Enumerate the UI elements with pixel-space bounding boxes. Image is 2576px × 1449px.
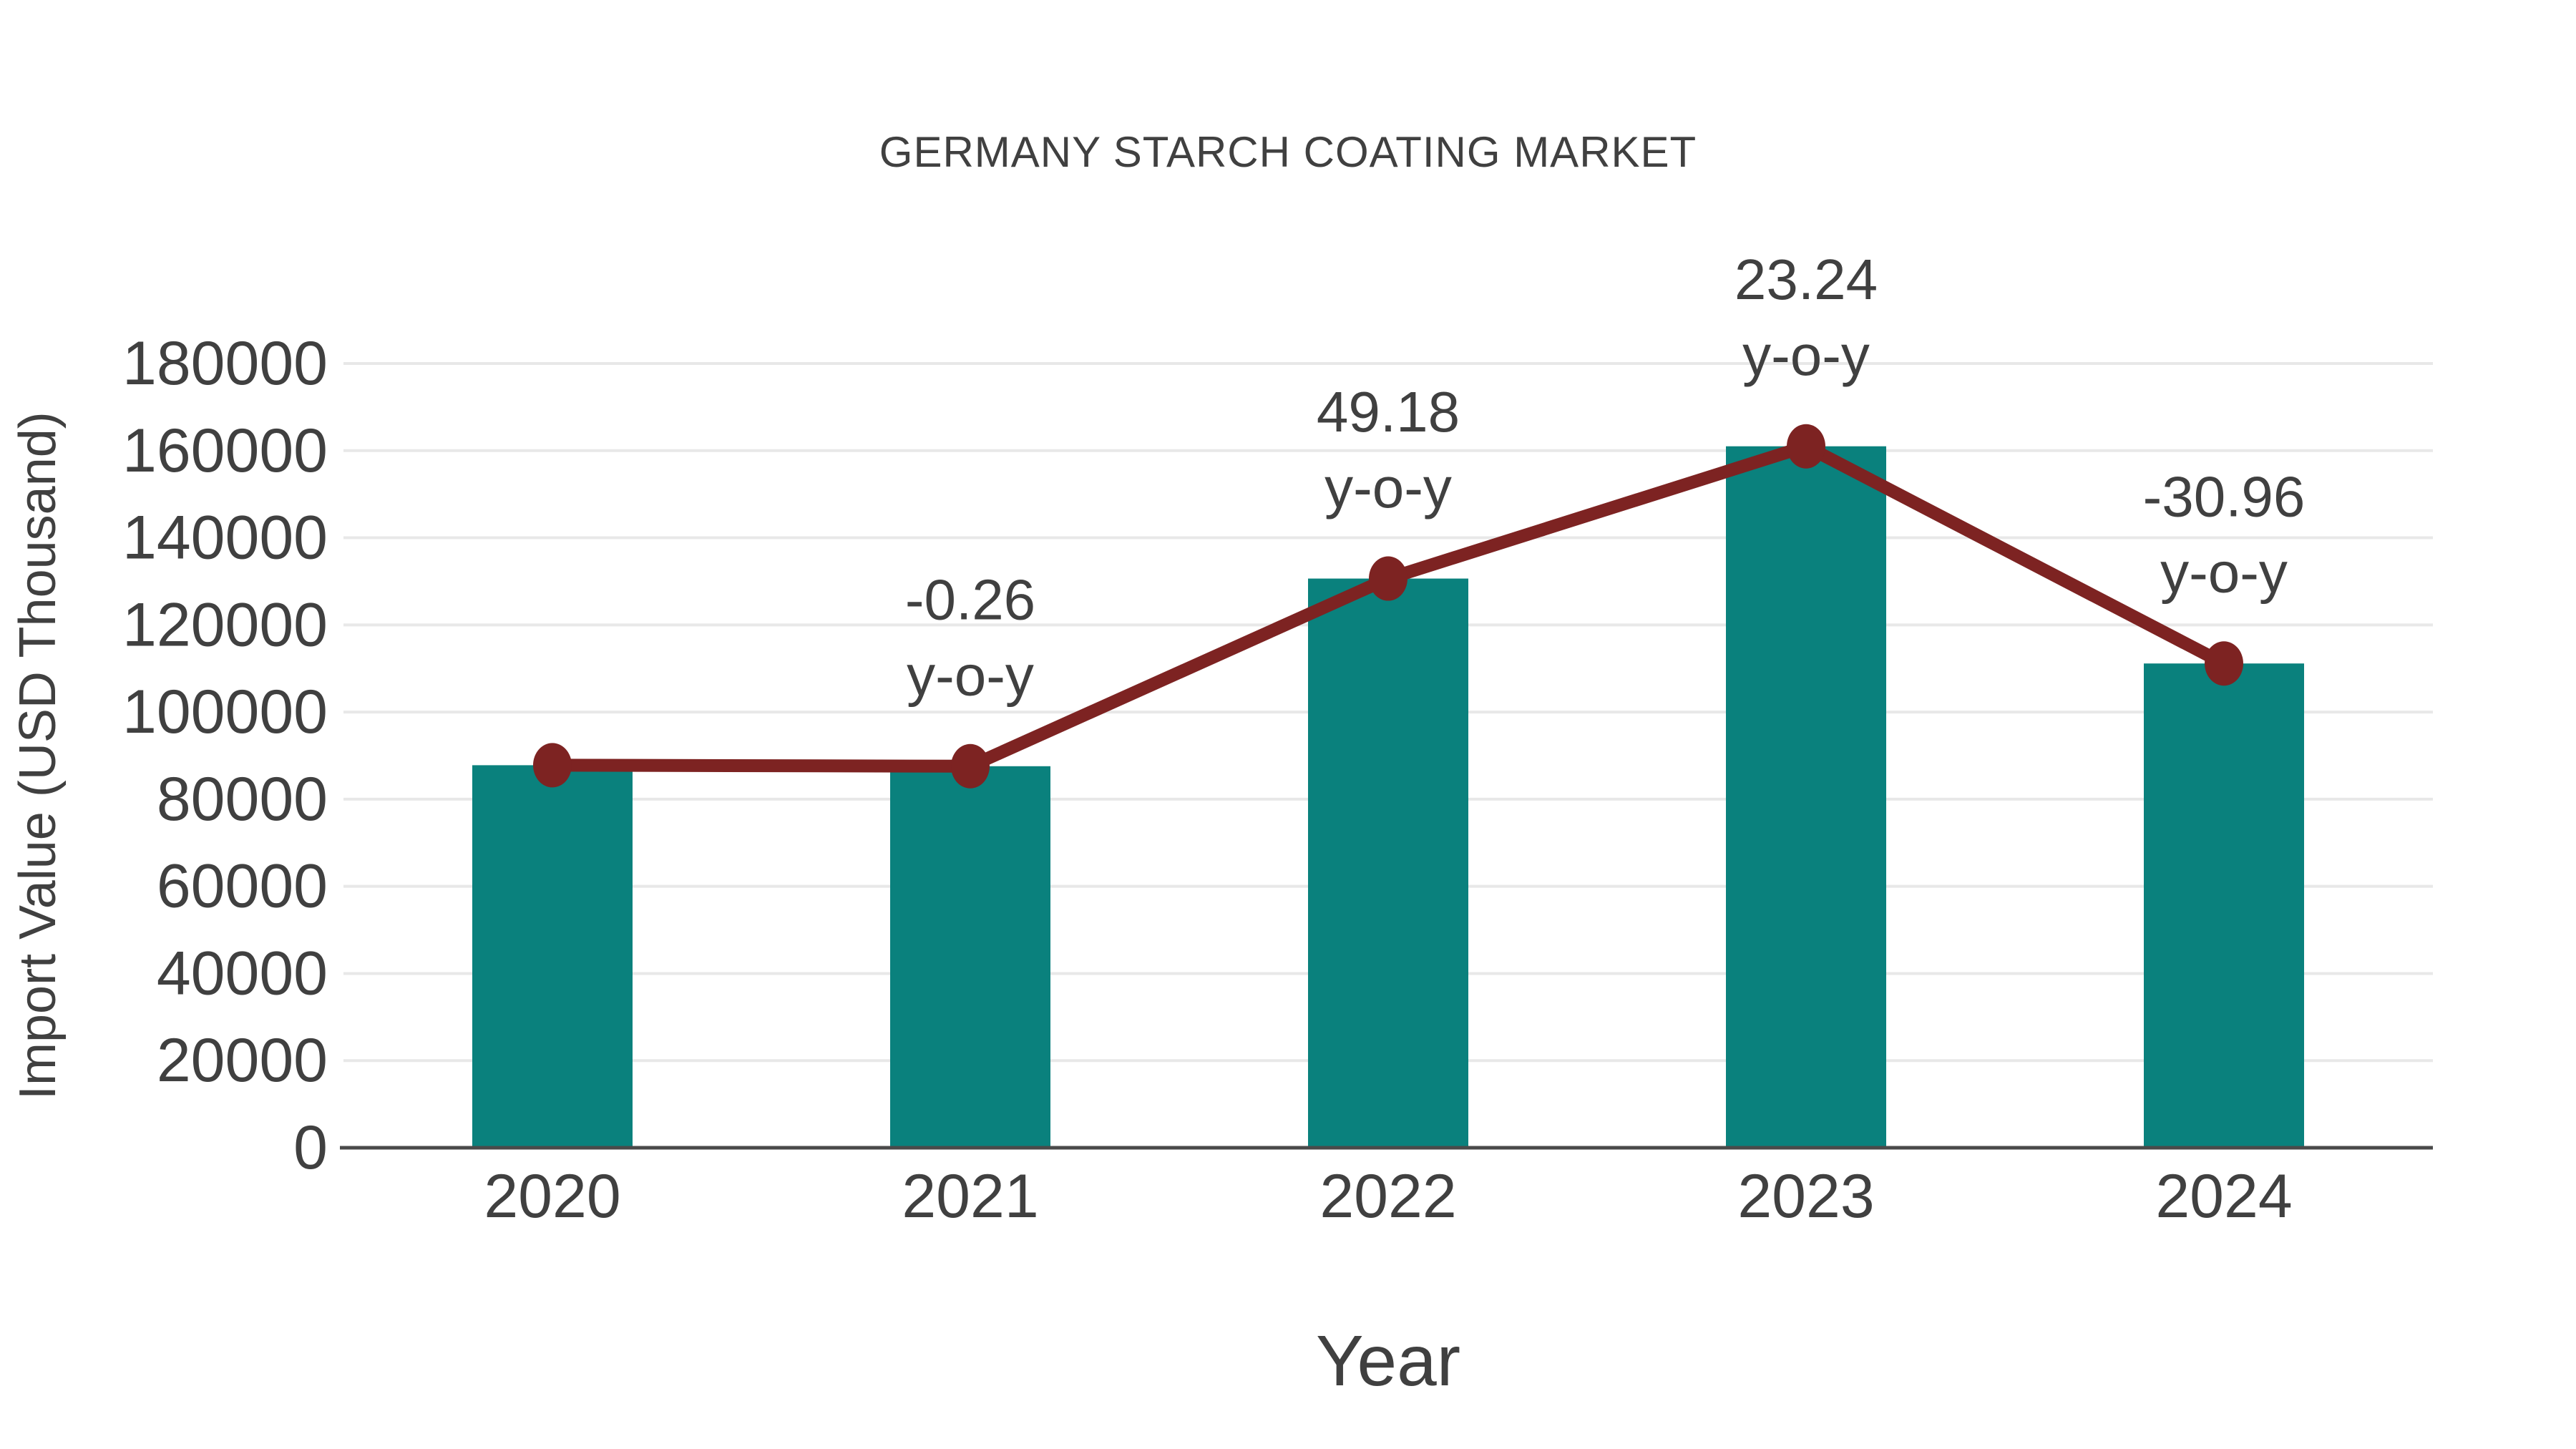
chart-title: GERMANY STARCH COATING MARKET xyxy=(879,128,1697,176)
yoy-suffix-label-2021: y-o-y xyxy=(907,643,1034,707)
y-tick-label: 140000 xyxy=(122,504,328,572)
bar-2023 xyxy=(1726,446,1886,1148)
y-tick-label: 40000 xyxy=(157,939,328,1008)
data-point-marker-2023 xyxy=(1787,424,1825,469)
yoy-suffix-label-2023: y-o-y xyxy=(1742,323,1870,387)
x-tick-label: 2020 xyxy=(484,1162,620,1231)
data-point-marker-2020 xyxy=(533,743,572,788)
bar-2024 xyxy=(2144,663,2304,1148)
bar-2021 xyxy=(890,766,1050,1148)
yoy-value-label-2023: 23.24 xyxy=(1735,248,1878,311)
x-axis-label: Year xyxy=(1315,1321,1461,1401)
x-tick-label: 2022 xyxy=(1319,1162,1456,1231)
y-tick-label: 180000 xyxy=(122,329,328,398)
y-tick-label: 100000 xyxy=(122,678,328,746)
yoy-value-label-2021: -0.26 xyxy=(905,567,1035,631)
y-tick-label: 0 xyxy=(293,1113,328,1182)
yoy-suffix-label-2022: y-o-y xyxy=(1324,456,1452,519)
data-point-marker-2024 xyxy=(2205,641,2243,686)
y-tick-label: 80000 xyxy=(157,765,328,834)
bar-2020 xyxy=(472,765,633,1148)
x-tick-label: 2023 xyxy=(1737,1162,1874,1231)
yoy-value-label-2024: -30.96 xyxy=(2143,465,2306,529)
bar-2022 xyxy=(1308,578,1468,1148)
x-tick-label: 2024 xyxy=(2155,1162,2292,1231)
data-point-marker-2022 xyxy=(1369,556,1407,601)
y-tick-label: 160000 xyxy=(122,416,328,485)
yoy-value-label-2022: 49.18 xyxy=(1317,380,1460,444)
y-tick-label: 120000 xyxy=(122,590,328,659)
data-point-marker-2021 xyxy=(951,743,990,789)
y-tick-label: 60000 xyxy=(157,852,328,921)
x-tick-label: 2021 xyxy=(902,1162,1038,1231)
yoy-suffix-label-2024: y-o-y xyxy=(2160,541,2288,605)
y-tick-label: 20000 xyxy=(157,1026,328,1095)
